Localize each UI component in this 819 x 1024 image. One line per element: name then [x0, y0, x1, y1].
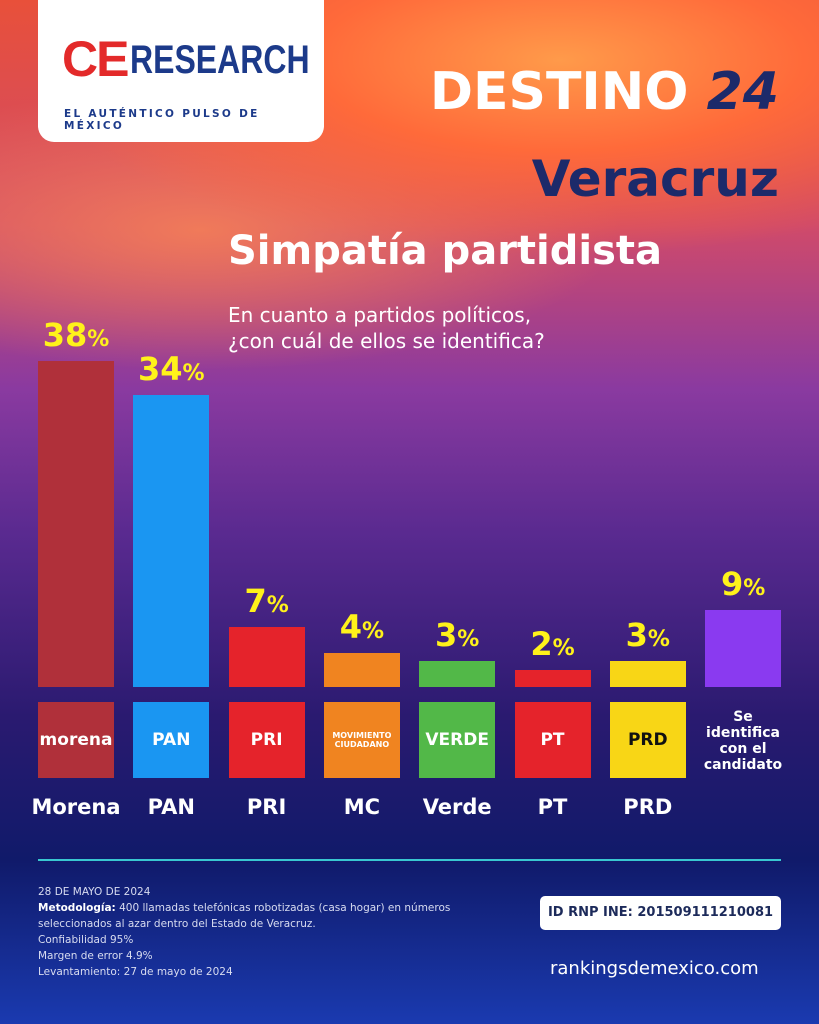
- state-name: Veracruz: [531, 150, 779, 208]
- party-name-6: PRD: [623, 795, 673, 819]
- destino-text: DESTINO: [429, 62, 689, 122]
- bar-6: [609, 661, 686, 687]
- data-label-2: 7%: [244, 581, 289, 620]
- bar-3: [323, 652, 400, 687]
- party-name-4: Verde: [422, 795, 492, 819]
- survey-date: 28 DE MAYO DE 2024: [38, 886, 151, 898]
- party-logo-5: PT: [514, 702, 591, 778]
- bar-7: [705, 609, 782, 687]
- logo-research: RESEARCH: [130, 38, 310, 82]
- bar-0: [38, 361, 114, 687]
- chart-title: Simpatía partidista: [228, 228, 663, 274]
- destino-year: 24: [706, 62, 779, 122]
- method-label: Metodología:: [38, 902, 116, 914]
- destino-heading: DESTINO 24: [430, 62, 779, 122]
- data-label-6: 3%: [625, 616, 670, 655]
- party-logo-6: PRD: [609, 702, 686, 778]
- party-name-3: MC: [343, 795, 381, 819]
- survey-question: En cuanto a partidos políticos, ¿con cuá…: [228, 303, 545, 353]
- data-label-3: 4%: [339, 607, 385, 646]
- data-label-7: 9%: [720, 564, 766, 603]
- website-link[interactable]: rankingsdemexico.com: [550, 958, 759, 979]
- bar-4: [419, 661, 496, 687]
- method-text: Metodología: 400 llamadas telefónicas ro…: [38, 900, 458, 932]
- confidence: Confiabilidad 95%: [38, 934, 134, 946]
- logo-ce: CE: [62, 31, 129, 87]
- rnp-id-badge: ID RNP INE: 201509111210081: [540, 896, 781, 930]
- party-logo-2: PRI: [228, 702, 305, 778]
- method-body: 400 llamadas telefónicas robotizadas (ca…: [38, 902, 451, 930]
- party-logo-0: morena: [38, 702, 114, 778]
- party-logo-3: MOVIMIENTO CIUDADANO: [323, 702, 400, 778]
- bar-5: [514, 669, 591, 687]
- party-logo-4: VERDE: [419, 702, 496, 778]
- party-name-1: PAN: [147, 795, 195, 819]
- logo-tagline: EL AUTÉNTICO PULSO DE MÉXICO: [64, 108, 260, 132]
- bar-1: [133, 395, 210, 687]
- fieldwork-date: Levantamiento: 27 de mayo de 2024: [38, 966, 233, 978]
- data-label-4: 3%: [435, 616, 480, 655]
- margin-error: Margen de error 4.9%: [38, 950, 153, 962]
- party-name-7: Se identifica con el candidato: [703, 709, 783, 773]
- bar-2: [228, 626, 305, 687]
- party-logo-1: PAN: [133, 702, 210, 778]
- party-name-2: PRI: [246, 795, 287, 819]
- divider: [38, 859, 781, 861]
- party-name-5: PT: [537, 795, 568, 819]
- methodology: 28 DE MAYO DE 2024 Metodología: 400 llam…: [38, 884, 458, 980]
- party-name-0: Morena: [31, 795, 121, 819]
- data-label-1: 34%: [138, 350, 205, 389]
- data-label-0: 38%: [42, 316, 110, 354]
- data-label-5: 2%: [530, 624, 575, 663]
- ce-research-logo: CE RESEARCH EL AUTÉNTICO PULSO DE MÉXICO: [38, 0, 324, 142]
